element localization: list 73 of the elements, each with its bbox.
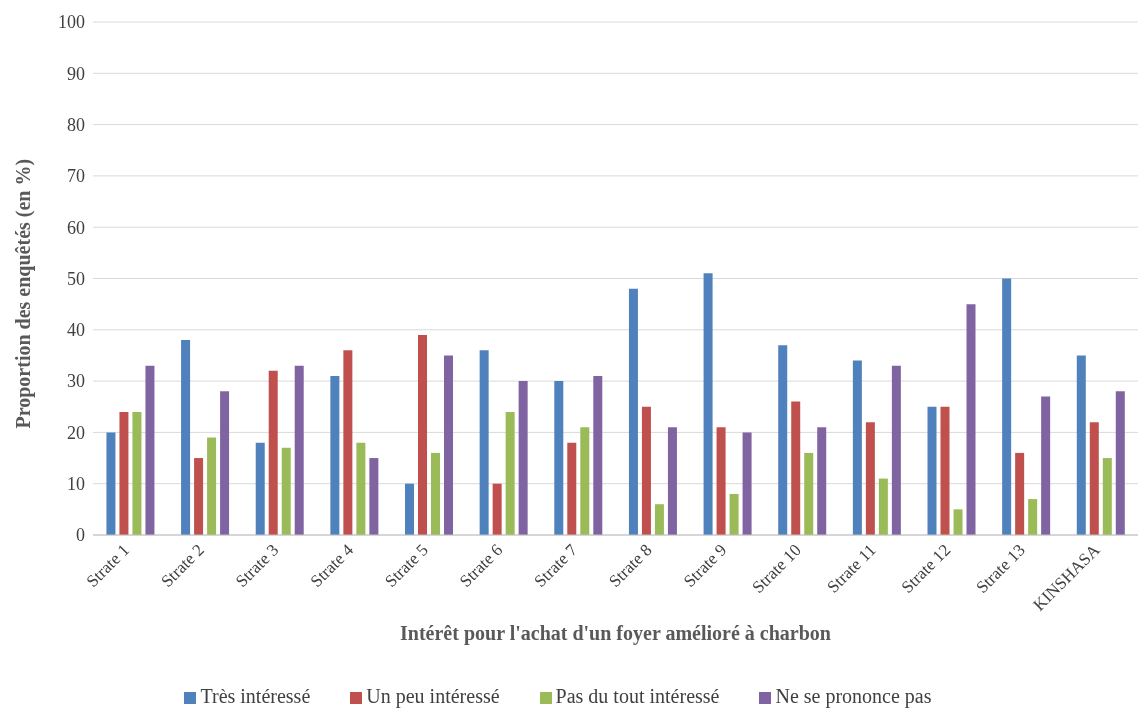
bar	[567, 442, 577, 535]
bar	[518, 381, 528, 535]
bar	[281, 447, 291, 535]
bar	[492, 483, 502, 535]
y-tick-label: 10	[67, 474, 85, 495]
bar	[554, 381, 564, 535]
bar	[778, 345, 788, 535]
bar	[294, 365, 304, 535]
bar	[220, 391, 230, 535]
bar	[119, 411, 129, 535]
bar	[181, 340, 191, 535]
bar	[145, 365, 155, 535]
bar	[817, 427, 827, 535]
bar	[207, 437, 217, 535]
y-tick-label: 100	[58, 12, 85, 33]
bar	[641, 406, 651, 535]
bar	[505, 411, 515, 535]
bar	[580, 427, 590, 535]
x-axis-title: Intérêt pour l'achat d'un foyer amélioré à charbon	[400, 622, 831, 645]
bar	[106, 432, 116, 535]
bar	[593, 375, 603, 535]
y-axis-title: Proportion des enquêtés (en %)	[12, 158, 36, 429]
bar	[703, 273, 713, 535]
bar	[444, 355, 454, 535]
y-tick-label: 90	[67, 63, 85, 84]
bar	[1041, 396, 1051, 535]
bar	[268, 370, 278, 535]
bar	[878, 478, 888, 535]
bar	[343, 350, 353, 535]
y-tick-label: 40	[67, 320, 85, 341]
bar	[891, 365, 901, 535]
bar	[1115, 391, 1125, 535]
y-tick-label: 30	[67, 371, 85, 392]
bar	[194, 458, 204, 535]
legend-label: Très intéressé	[200, 685, 311, 707]
bar	[953, 509, 963, 535]
y-tick-label: 60	[67, 217, 85, 238]
bar	[1076, 355, 1086, 535]
bar	[852, 360, 862, 535]
bar	[742, 432, 752, 535]
y-tick-label: 0	[76, 525, 85, 546]
bar	[667, 427, 677, 535]
legend-label: Un peu intéressé	[366, 685, 500, 707]
legend-label: Ne se prononce pas	[775, 685, 932, 707]
bar	[966, 304, 976, 535]
bar	[1089, 422, 1099, 535]
y-tick-label: 70	[67, 166, 85, 187]
bar	[654, 504, 664, 535]
bar	[418, 334, 428, 535]
bar	[1002, 278, 1012, 535]
y-tick-label: 80	[67, 114, 85, 135]
bar	[369, 458, 379, 535]
bar	[716, 427, 726, 535]
bar	[1102, 458, 1112, 535]
legend-label: Pas du tout intéressé	[555, 685, 720, 707]
bar	[405, 483, 415, 535]
bar	[479, 350, 489, 535]
bar	[940, 406, 950, 535]
bar	[865, 422, 875, 535]
bar	[255, 442, 265, 535]
bar	[729, 493, 739, 535]
bar	[791, 401, 801, 535]
bar	[431, 452, 441, 535]
bar	[132, 411, 142, 535]
bar	[927, 406, 937, 535]
bar	[628, 288, 638, 535]
bar	[1015, 452, 1025, 535]
bar	[804, 452, 814, 535]
y-tick-label: 20	[67, 422, 85, 443]
y-tick-label: 50	[67, 268, 85, 289]
bar	[1028, 499, 1038, 535]
bar	[356, 442, 366, 535]
bar	[330, 375, 340, 535]
